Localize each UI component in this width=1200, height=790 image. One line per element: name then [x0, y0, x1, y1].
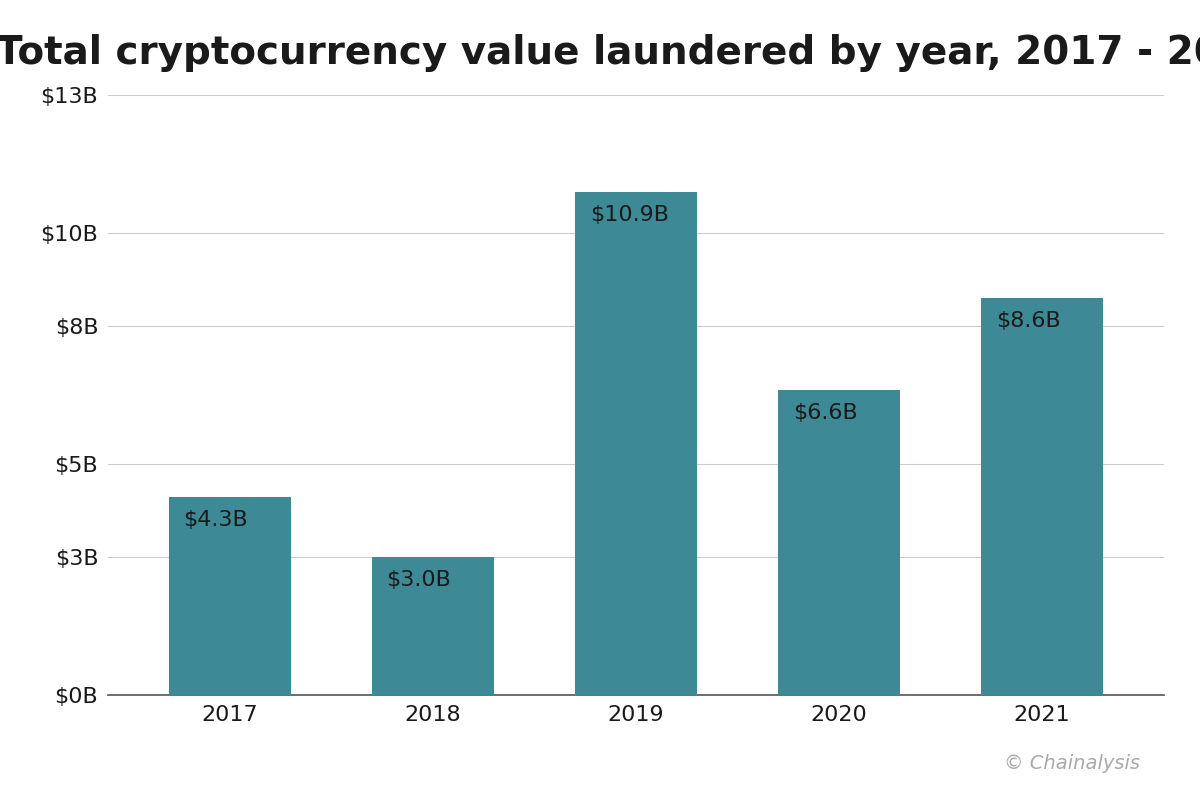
- Bar: [169, 497, 290, 695]
- Bar: [982, 298, 1103, 695]
- Text: $10.9B: $10.9B: [589, 205, 668, 224]
- Text: $4.3B: $4.3B: [184, 510, 248, 529]
- Text: $6.6B: $6.6B: [793, 404, 858, 423]
- Bar: [575, 192, 697, 695]
- Bar: [372, 557, 494, 695]
- Text: $8.6B: $8.6B: [996, 311, 1061, 331]
- Bar: [778, 390, 900, 695]
- Text: © Chainalysis: © Chainalysis: [1004, 754, 1140, 773]
- Title: Total cryptocurrency value laundered by year, 2017 - 2021: Total cryptocurrency value laundered by …: [0, 34, 1200, 72]
- Text: $3.0B: $3.0B: [386, 570, 451, 589]
